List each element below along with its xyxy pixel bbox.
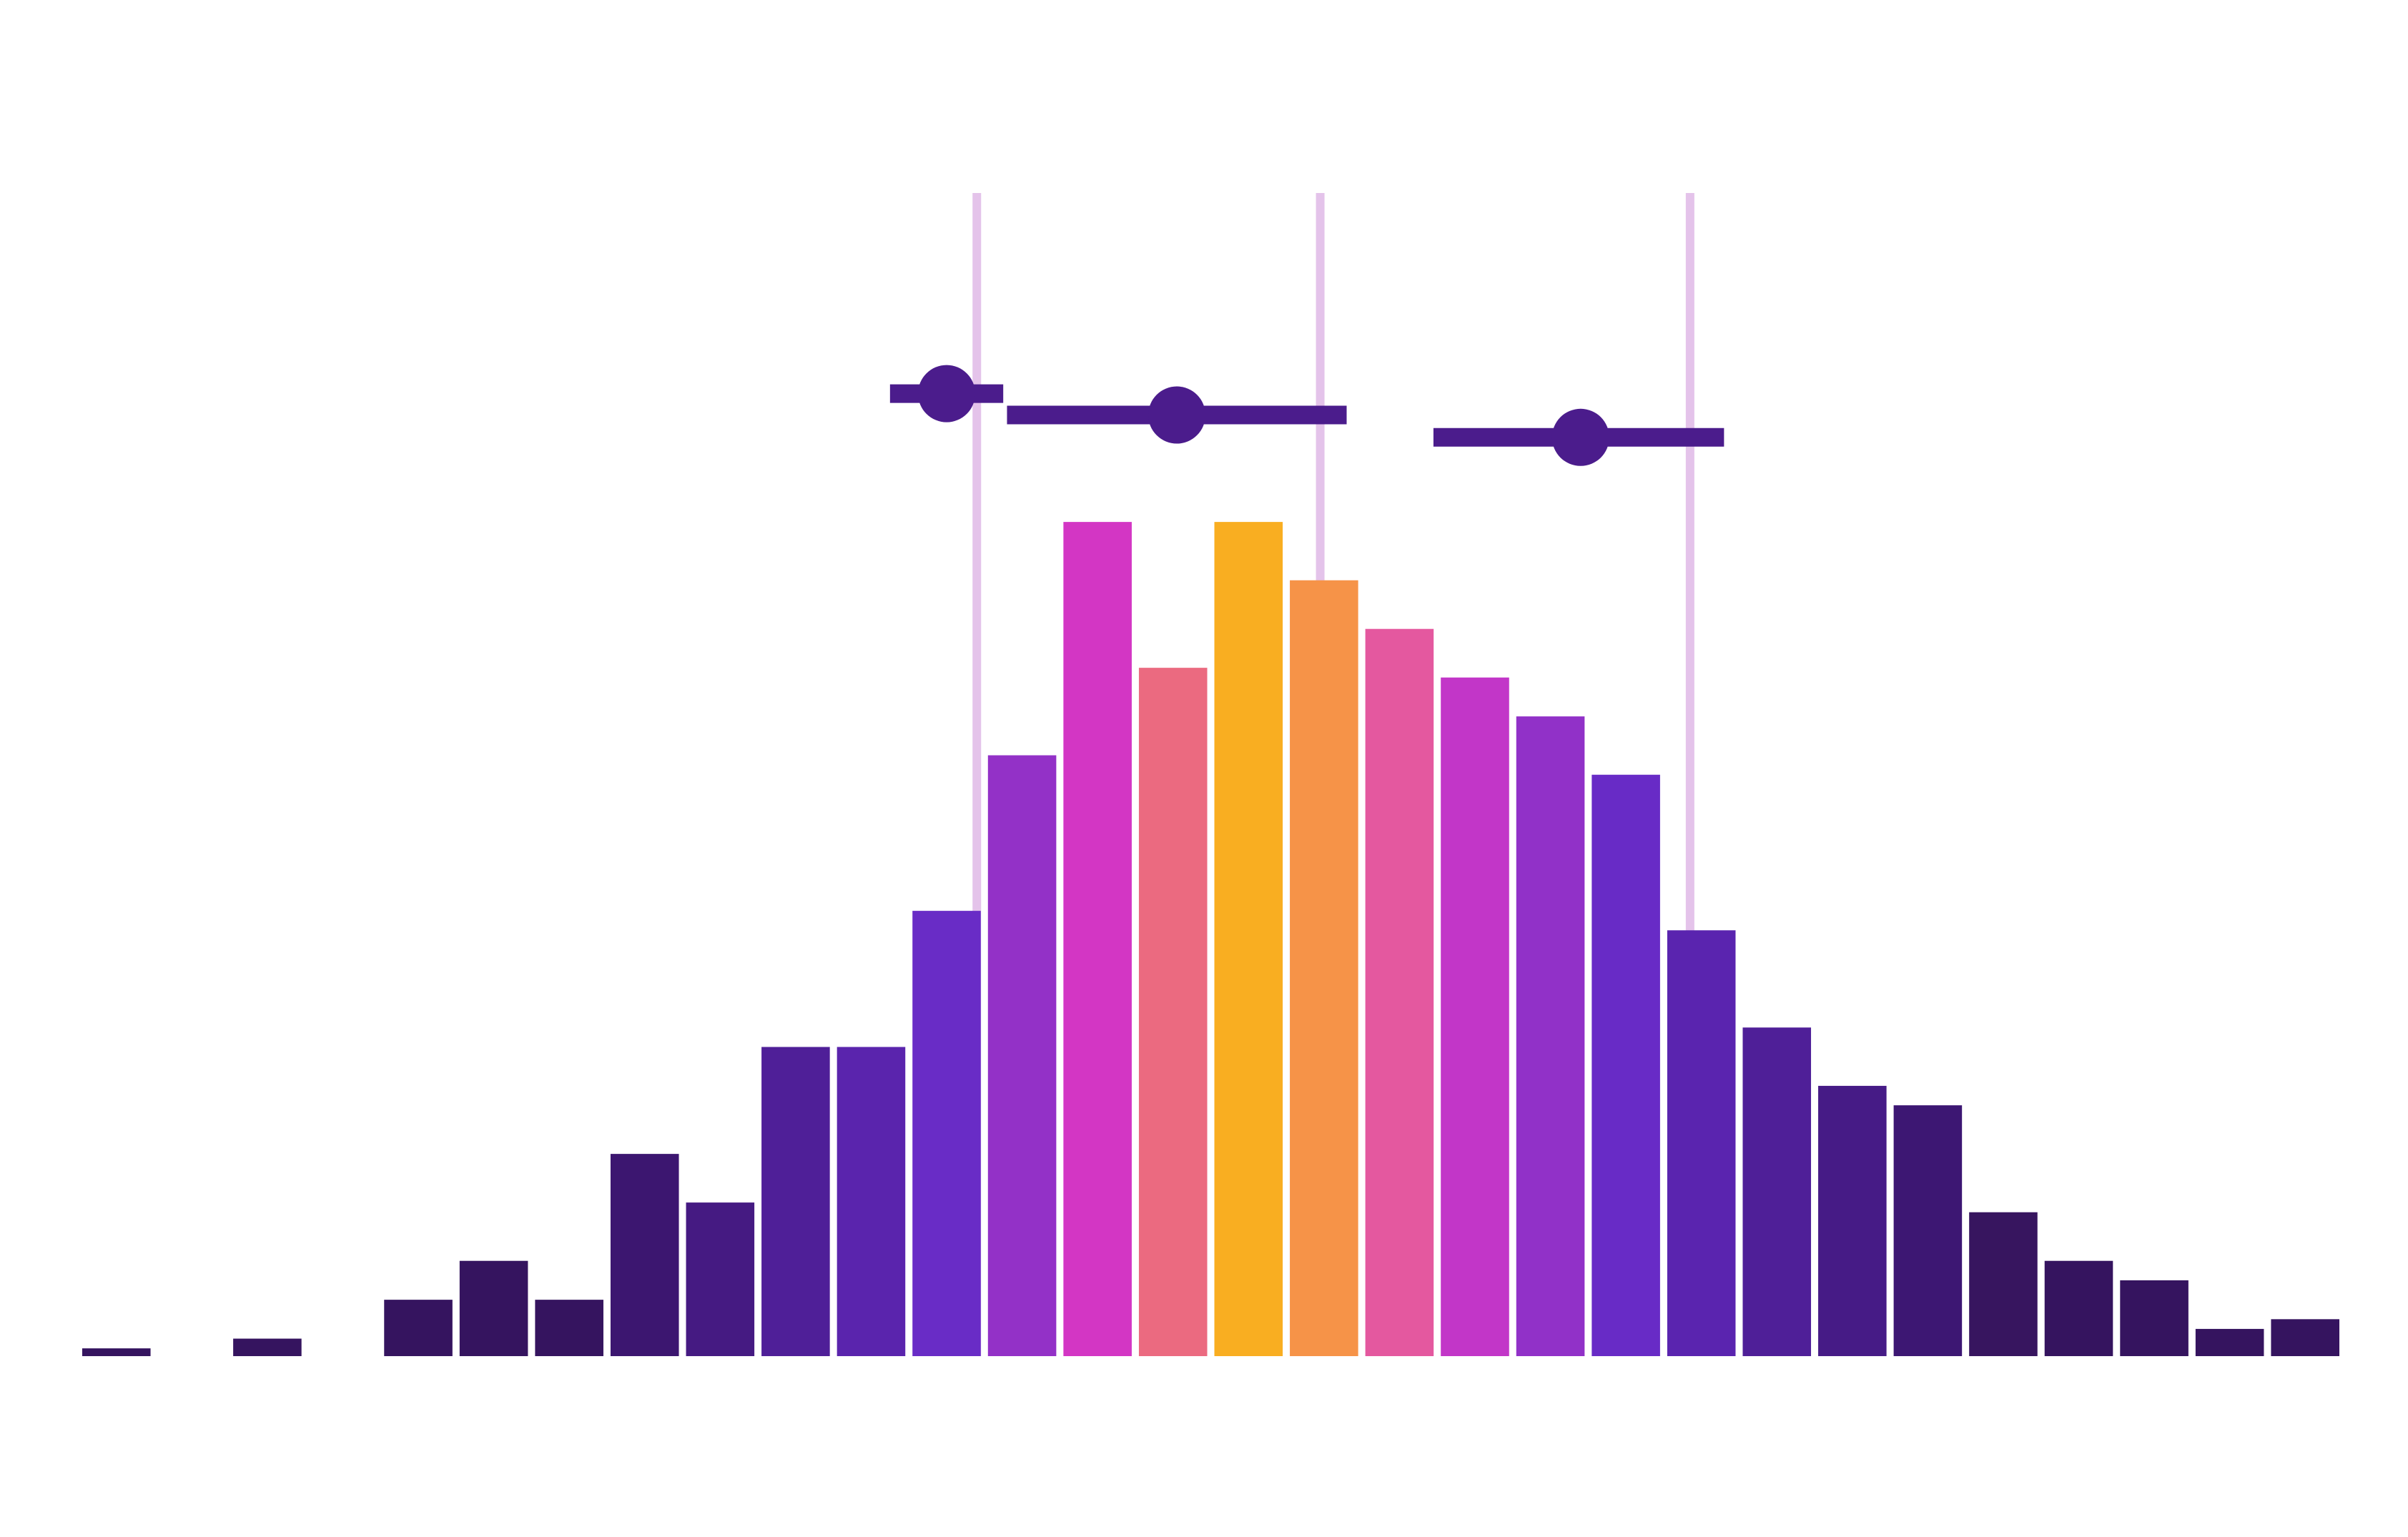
histogram-bar-19 <box>1592 774 1660 1356</box>
interval-markers <box>889 365 1724 466</box>
histogram-bar-16 <box>1365 628 1434 1356</box>
histogram-bar-11 <box>987 755 1057 1356</box>
histogram-bar-14 <box>1214 522 1283 1356</box>
histogram-bar-9 <box>837 1047 906 1356</box>
histogram-bar-10 <box>912 911 981 1356</box>
histogram-bar-22 <box>1818 1085 1887 1356</box>
histogram-bar-12 <box>1063 522 1132 1356</box>
histogram-bars <box>82 522 2339 1356</box>
histogram-bar-15 <box>1290 580 1358 1356</box>
histogram-bar-27 <box>2195 1328 2264 1356</box>
histogram-bar-17 <box>1441 677 1509 1356</box>
interval-point-3 <box>1551 408 1609 466</box>
interval-marker-2 <box>1007 386 1347 444</box>
histogram-bar-20 <box>1667 930 1736 1356</box>
histogram-bar-26 <box>2120 1280 2189 1356</box>
histogram-bar-6 <box>610 1154 679 1356</box>
interval-point-2 <box>1148 386 1205 444</box>
histogram-bar-13 <box>1138 668 1208 1356</box>
histogram-bar-5 <box>535 1300 603 1356</box>
histogram-bar-18 <box>1516 716 1585 1356</box>
histogram-bar-21 <box>1742 1027 1812 1356</box>
histogram-bar-3 <box>384 1300 453 1356</box>
histogram-bar-23 <box>1893 1105 1963 1356</box>
histogram-bar-7 <box>686 1202 755 1356</box>
histogram-bar-1 <box>82 1348 151 1356</box>
histogram-bar-24 <box>1969 1212 2038 1356</box>
interval-marker-3 <box>1433 408 1724 466</box>
histogram-bar-2 <box>233 1338 302 1356</box>
interval-marker-1 <box>889 365 1004 422</box>
histogram-bar-25 <box>2044 1260 2113 1356</box>
histogram-bar-28 <box>2271 1319 2339 1356</box>
interval-point-1 <box>918 365 976 422</box>
histogram-bar-4 <box>459 1260 528 1356</box>
histogram-bar-8 <box>761 1047 830 1356</box>
